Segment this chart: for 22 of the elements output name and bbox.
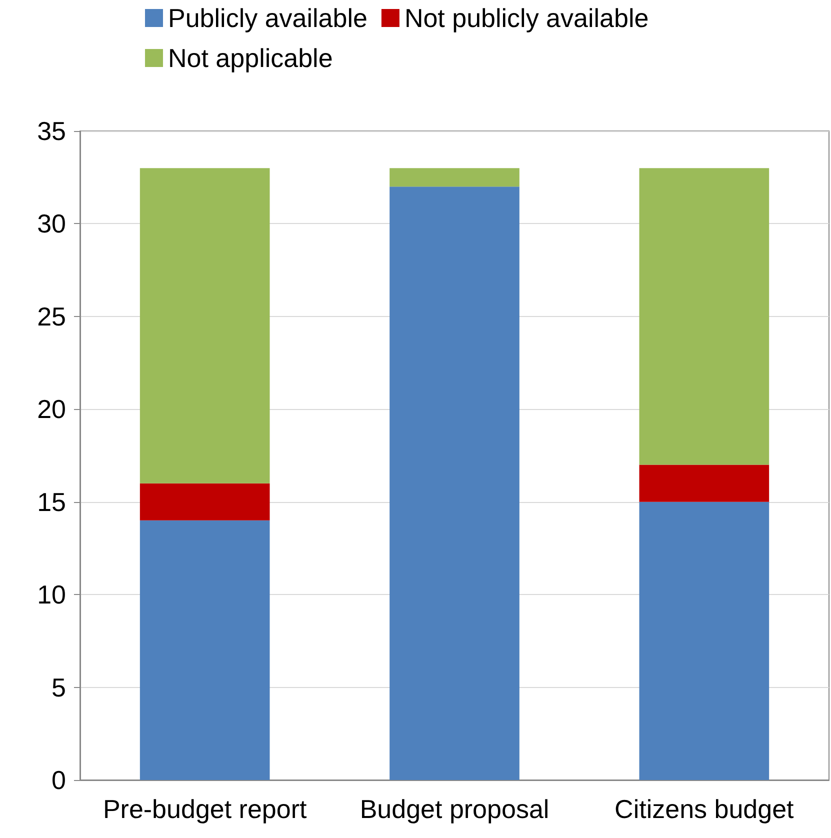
x-tick-label: Pre-budget report	[102, 794, 308, 824]
bar	[140, 483, 270, 520]
y-tick-label: 25	[37, 301, 66, 332]
bar	[639, 168, 770, 465]
x-tick-label: Citizens budget	[614, 794, 795, 824]
bar	[140, 168, 270, 484]
bar	[639, 464, 770, 502]
bar	[639, 502, 770, 780]
y-tick-label: 5	[52, 672, 66, 702]
legend-label: Publicly available	[168, 3, 368, 33]
x-tick-label: Budget proposal	[360, 794, 550, 824]
y-tick-label: 35	[37, 116, 66, 146]
bar	[390, 168, 520, 187]
y-tick-label: 20	[37, 394, 66, 424]
bar	[140, 520, 270, 780]
y-tick-label: 30	[37, 208, 66, 239]
legend-label: Not applicable	[168, 43, 333, 73]
y-tick-label: 10	[37, 580, 66, 610]
y-tick-label: 0	[52, 765, 66, 795]
y-tick-label: 15	[37, 486, 66, 517]
legend-label: Not publicly available	[404, 3, 649, 33]
bar	[390, 186, 520, 780]
